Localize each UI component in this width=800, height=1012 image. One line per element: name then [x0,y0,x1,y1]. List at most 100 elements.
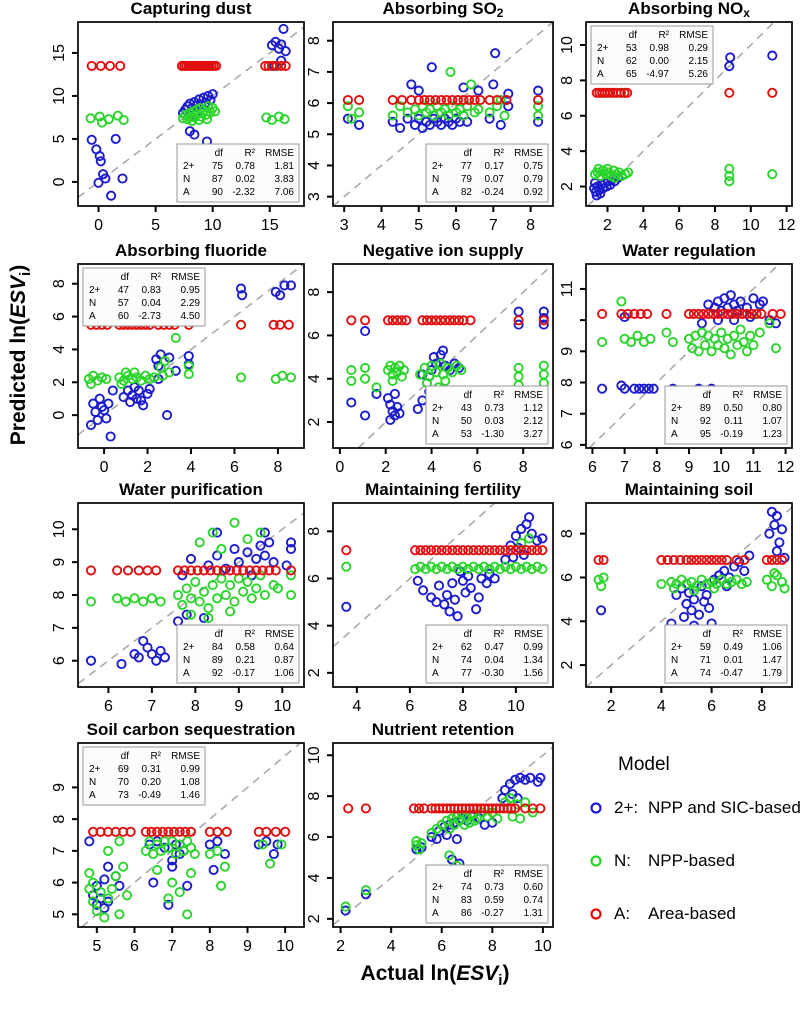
x-tick-label: 10 [534,938,552,955]
y-tick-label: 2 [306,417,323,426]
data-point [602,163,613,174]
data-point [776,554,788,566]
data-point [84,836,95,847]
x-tick-label: 2 [607,698,616,715]
data-point [185,609,197,620]
stats-row-label: A [432,429,439,440]
data-point [285,280,297,291]
subplot-title: Maintaining fertility [365,480,521,499]
data-point [392,401,403,412]
data-point [174,887,185,898]
data-point [436,561,447,572]
data-point [114,909,125,920]
data-point [159,652,170,663]
data-point [724,163,735,174]
y-tick-label: 4 [306,374,323,383]
x-tick-label: 11 [745,459,762,476]
y-tick-label: 4 [306,161,323,170]
stats-table-box [176,143,300,203]
data-point [146,593,157,604]
x-tick-label: 9 [243,938,252,955]
y-tick-label: 2 [559,182,576,191]
data-point [465,315,476,326]
data-point [757,296,769,307]
legend-item-a: A: Area-based [588,904,793,924]
data-point [110,871,121,882]
data-point [415,369,426,380]
data-point [616,308,627,319]
data-point [162,410,173,421]
stats-value: -0.19 [720,429,743,440]
stats-value: 71 [700,655,712,666]
stats-table-box [590,25,714,85]
data-point [458,315,469,326]
x-tick-label: 8 [273,459,282,476]
stats-row-label: A [671,668,678,679]
data-point [444,606,455,617]
data-point [428,352,439,363]
data-point [278,23,289,34]
data-point [114,836,125,847]
data-point [735,324,746,335]
x-tick-label: 0 [94,217,103,234]
data-point [174,826,185,837]
stats-value: 2.29 [181,298,201,309]
data-point [458,94,469,106]
data-point [148,877,159,888]
stats-row-label: N [89,298,96,309]
data-point [103,896,114,907]
series-n-points [85,517,297,624]
data-point [163,899,174,910]
y-tick-label: 2 [306,914,323,923]
stats-header-df: df [464,148,473,159]
y-tick-label: 8 [306,527,323,536]
data-point [387,375,398,386]
data-point [598,554,609,566]
stats-header-rmse: RMSE [514,869,543,880]
data-point [84,868,95,879]
series-n-points [85,101,290,128]
y-tick-label: 2 [306,668,323,677]
stats-header-rmse: RMSE [265,148,294,159]
x-tick-label: 10 [742,217,760,234]
y-tick-label: 8 [559,529,576,538]
data-point [769,519,780,530]
y-tick-label: 9 [559,347,576,356]
data-point [268,848,279,860]
data-point [457,575,468,586]
data-point [360,315,371,326]
data-point [526,564,537,575]
data-point [190,576,201,587]
data-point [686,605,697,616]
stats-value: 89 [212,655,224,666]
stats-header-df: df [703,629,712,640]
subplot-title: Water purification [119,480,263,499]
data-point [457,561,468,572]
data-point [259,589,270,601]
data-point [693,308,704,319]
data-point [447,94,458,106]
data-point [103,861,114,872]
data-point [468,545,479,556]
data-point [101,413,112,424]
x-tick-label: 8 [488,938,497,955]
x-tick-label: 6 [473,459,482,476]
data-point [152,826,163,837]
x-tick-label: 8 [652,459,661,476]
stats-value: 2.15 [689,56,709,67]
data-point [492,94,503,106]
data-point [464,94,475,106]
data-point [725,52,736,63]
data-point [242,576,253,587]
stats-header-df: df [464,629,473,640]
data-point [207,89,218,100]
stats-row-label: N [183,655,190,666]
stats-row-label: A [432,187,439,198]
data-point [771,546,782,557]
data-point [472,813,483,824]
data-point [735,296,746,307]
stats-value: 0.00 [650,56,670,67]
data-point [360,373,371,384]
stats-value: 0.04 [142,298,162,309]
